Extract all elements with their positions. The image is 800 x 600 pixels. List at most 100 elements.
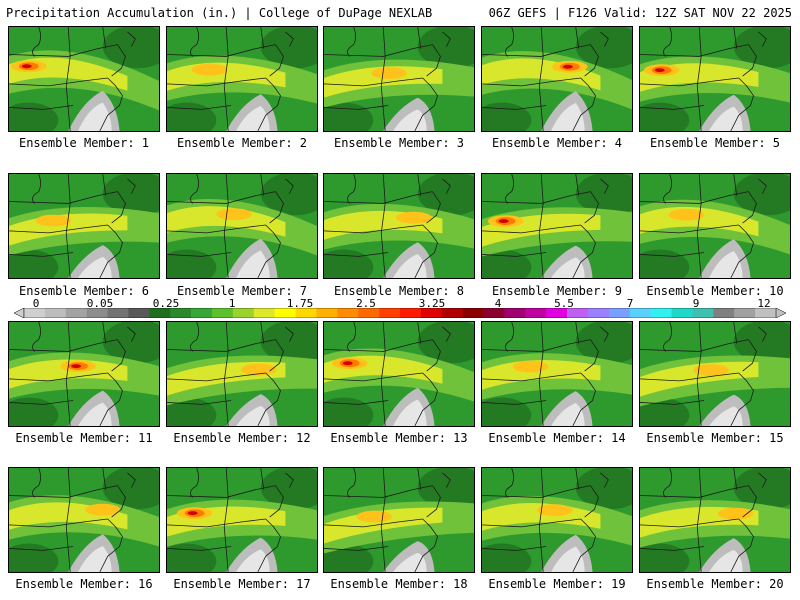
- colorbar-tick-label: 5.5: [554, 297, 574, 310]
- ensemble-map: [481, 467, 633, 573]
- colorbar-swatch: [671, 308, 693, 318]
- ensemble-map: [323, 321, 475, 427]
- colorbar-swatch: [316, 308, 338, 318]
- precip-map-image: [167, 174, 317, 278]
- member-caption: Ensemble Member: 5: [649, 136, 781, 150]
- colorbar-swatch: [504, 308, 526, 318]
- precip-map-image: [640, 174, 790, 278]
- ensemble-map: [481, 173, 633, 279]
- ensemble-map: [8, 173, 160, 279]
- precip-map-image: [324, 174, 474, 278]
- precip-map-image: [167, 322, 317, 426]
- colorbar-swatch: [608, 308, 631, 318]
- colorbar-swatch: [274, 308, 296, 318]
- precip-map-image: [324, 27, 474, 131]
- colorbar-swatch: [734, 308, 756, 318]
- precip-map-image: [324, 322, 474, 426]
- colorbar-swatch: [650, 308, 672, 318]
- colorbar-swatch: [358, 308, 380, 318]
- member-caption: Ensemble Member: 18: [330, 577, 468, 591]
- colorbar-swatch: [170, 308, 192, 318]
- colorbar-tick-label: 3.25: [418, 297, 446, 310]
- member-caption: Ensemble Member: 3: [333, 136, 465, 150]
- colorbar-swatch: [379, 308, 401, 318]
- precip-map-image: [167, 27, 317, 131]
- member-caption: Ensemble Member: 15: [646, 431, 784, 445]
- member-caption: Ensemble Member: 11: [15, 431, 153, 445]
- member-caption: Ensemble Member: 12: [173, 431, 311, 445]
- colorbar-swatch: [483, 308, 505, 318]
- colorbar-tick-label: 1: [228, 297, 236, 310]
- ensemble-map: [166, 173, 318, 279]
- colorbar-swatch: [65, 308, 87, 318]
- precip-map-image: [9, 27, 159, 131]
- ensemble-map: [166, 321, 318, 427]
- colorbar-swatch: [149, 308, 171, 318]
- precip-map-image: [167, 468, 317, 572]
- member-caption: Ensemble Member: 6: [18, 284, 150, 298]
- colorbar-swatch: [232, 308, 255, 318]
- ensemble-map: [166, 467, 318, 573]
- precip-map-image: [324, 468, 474, 572]
- ensemble-map: [8, 26, 160, 132]
- member-caption: Ensemble Member: 2: [176, 136, 308, 150]
- ensemble-map: [323, 173, 475, 279]
- colorbar-swatch: [295, 308, 317, 318]
- colorbar-swatch: [128, 308, 150, 318]
- ensemble-map: [8, 467, 160, 573]
- ensemble-map: [639, 321, 791, 427]
- colorbar-swatch: [546, 308, 568, 318]
- colorbar-swatch: [107, 308, 129, 318]
- ensemble-map: [639, 467, 791, 573]
- colorbar-swatch: [692, 308, 714, 318]
- ensemble-map: [481, 321, 633, 427]
- member-caption: Ensemble Member: 10: [646, 284, 784, 298]
- colorbar-swatch: [755, 308, 777, 318]
- colorbar-swatch: [24, 308, 46, 318]
- member-caption: Ensemble Member: 16: [15, 577, 153, 591]
- colorbar-swatch: [253, 308, 275, 318]
- colorbar-swatch: [337, 308, 359, 318]
- colorbar-swatch: [212, 308, 234, 318]
- member-caption: Ensemble Member: 13: [330, 431, 468, 445]
- ensemble-map: [323, 26, 475, 132]
- colorbar-tick-label: 0: [32, 297, 40, 310]
- colorbar-swatch: [629, 308, 651, 318]
- member-caption: Ensemble Member: 8: [333, 284, 465, 298]
- colorbar-tick-label: 0.25: [152, 297, 180, 310]
- colorbar-tick-label: 12: [757, 297, 771, 310]
- colorbar-swatch: [400, 308, 422, 318]
- member-caption: Ensemble Member: 17: [173, 577, 311, 591]
- colorbar-swatch: [441, 308, 463, 318]
- colorbar-swatch: [713, 308, 735, 318]
- precip-map-image: [640, 27, 790, 131]
- colorbar-swatch: [44, 308, 67, 318]
- precip-map-image: [482, 468, 632, 572]
- colorbar-swatch: [588, 308, 610, 318]
- colorbar-swatch: [525, 308, 547, 318]
- member-caption: Ensemble Member: 1: [18, 136, 150, 150]
- precip-map-image: [482, 322, 632, 426]
- ensemble-map: [639, 173, 791, 279]
- ensemble-map: [166, 26, 318, 132]
- colorbar-swatch: [420, 308, 443, 318]
- colorbar-swatch: [191, 308, 213, 318]
- ensemble-map: [481, 26, 633, 132]
- member-caption: Ensemble Member: 7: [176, 284, 308, 298]
- member-caption: Ensemble Member: 14: [488, 431, 626, 445]
- precip-map-image: [640, 468, 790, 572]
- member-caption: Ensemble Member: 4: [491, 136, 623, 150]
- precip-map-image: [9, 468, 159, 572]
- member-caption: Ensemble Member: 20: [646, 577, 784, 591]
- colorbar-tick-label: 4: [494, 297, 502, 310]
- page-title: Precipitation Accumulation (in.) | Colle…: [6, 6, 433, 20]
- colorbar-swatch: [86, 308, 108, 318]
- colorbar-left-arrow: [14, 308, 25, 318]
- ensemble-map: [639, 26, 791, 132]
- ensemble-map: [323, 467, 475, 573]
- colorbar-tick-label: 7: [626, 297, 634, 310]
- precip-map-image: [9, 322, 159, 426]
- colorbar-swatch: [462, 308, 484, 318]
- precip-map-image: [482, 174, 632, 278]
- colorbar-tick-label: 1.75: [286, 297, 314, 310]
